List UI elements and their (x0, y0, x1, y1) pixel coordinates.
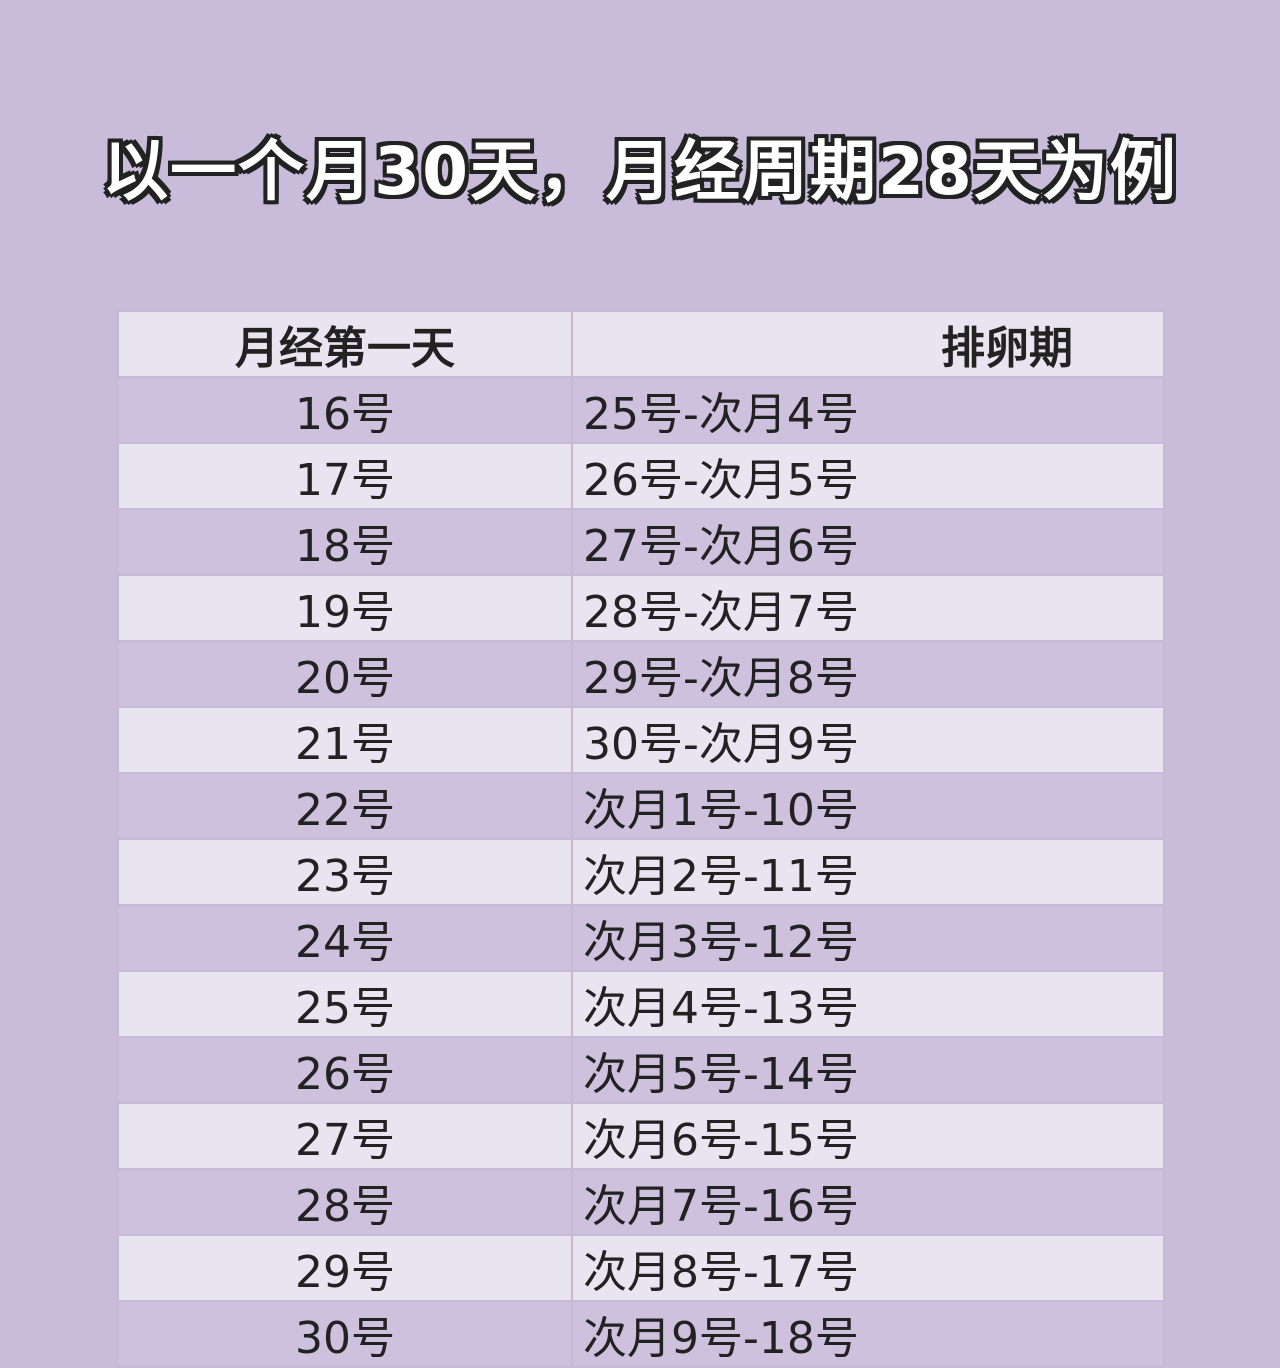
cell-first-day: 17号 (117, 442, 573, 510)
table-row: 28号 次月7号-16号 (117, 1168, 1165, 1236)
cell-ovulation-period: 27号-次月6号 (571, 508, 1165, 576)
cell-ovulation-period: 次月9号-18号 (571, 1300, 1165, 1368)
table-row: 21号 30号-次月9号 (117, 706, 1165, 774)
cell-ovulation-period: 30号-次月9号 (571, 706, 1165, 774)
cell-ovulation-period: 次月1号-10号 (571, 772, 1165, 840)
table-row: 20号 29号-次月8号 (117, 640, 1165, 708)
table-row: 25号 次月4号-13号 (117, 970, 1165, 1038)
table-row: 19号 28号-次月7号 (117, 574, 1165, 642)
cell-ovulation-period: 次月8号-17号 (571, 1234, 1165, 1302)
table-row: 22号 次月1号-10号 (117, 772, 1165, 840)
header-ovulation-period: 排卵期 (571, 310, 1165, 378)
table-row: 29号 次月8号-17号 (117, 1234, 1165, 1302)
cell-first-day: 30号 (117, 1300, 573, 1368)
table-row: 16号 25号-次月4号 (117, 376, 1165, 444)
cell-first-day: 27号 (117, 1102, 573, 1170)
cell-first-day: 20号 (117, 640, 573, 708)
cell-ovulation-period: 25号-次月4号 (571, 376, 1165, 444)
cell-first-day: 21号 (117, 706, 573, 774)
cell-first-day: 29号 (117, 1234, 573, 1302)
cell-first-day: 22号 (117, 772, 573, 840)
cell-ovulation-period: 次月7号-16号 (571, 1168, 1165, 1236)
cell-first-day: 19号 (117, 574, 573, 642)
table-row: 18号 27号-次月6号 (117, 508, 1165, 576)
table-row: 23号 次月2号-11号 (117, 838, 1165, 906)
cell-ovulation-period: 次月2号-11号 (571, 838, 1165, 906)
table-row: 17号 26号-次月5号 (117, 442, 1165, 510)
cell-ovulation-period: 26号-次月5号 (571, 442, 1165, 510)
cell-ovulation-period: 次月4号-13号 (571, 970, 1165, 1038)
cell-first-day: 16号 (117, 376, 573, 444)
cell-first-day: 23号 (117, 838, 573, 906)
cell-ovulation-period: 次月3号-12号 (571, 904, 1165, 972)
table-row: 27号 次月6号-15号 (117, 1102, 1165, 1170)
cell-first-day: 24号 (117, 904, 573, 972)
cell-ovulation-period: 29号-次月8号 (571, 640, 1165, 708)
cell-first-day: 28号 (117, 1168, 573, 1236)
table-row: 30号 次月9号-18号 (117, 1300, 1165, 1368)
header-period-first-day: 月经第一天 (117, 310, 573, 378)
cell-ovulation-period: 次月6号-15号 (571, 1102, 1165, 1170)
cell-first-day: 18号 (117, 508, 573, 576)
cell-first-day: 25号 (117, 970, 573, 1038)
page-title: 以一个月30天，月经周期28天为例 (102, 133, 1178, 210)
cell-first-day: 26号 (117, 1036, 573, 1104)
table-row: 26号 次月5号-14号 (117, 1036, 1165, 1104)
table-row: 24号 次月3号-12号 (117, 904, 1165, 972)
ovulation-table: 月经第一天 排卵期 16号 25号-次月4号 17号 26号-次月5号 18号 27号-次… (117, 310, 1165, 1368)
cell-ovulation-period: 次月5号-14号 (571, 1036, 1165, 1104)
cell-ovulation-period: 28号-次月7号 (571, 574, 1165, 642)
table-header-row: 月经第一天 排卵期 (117, 310, 1165, 378)
